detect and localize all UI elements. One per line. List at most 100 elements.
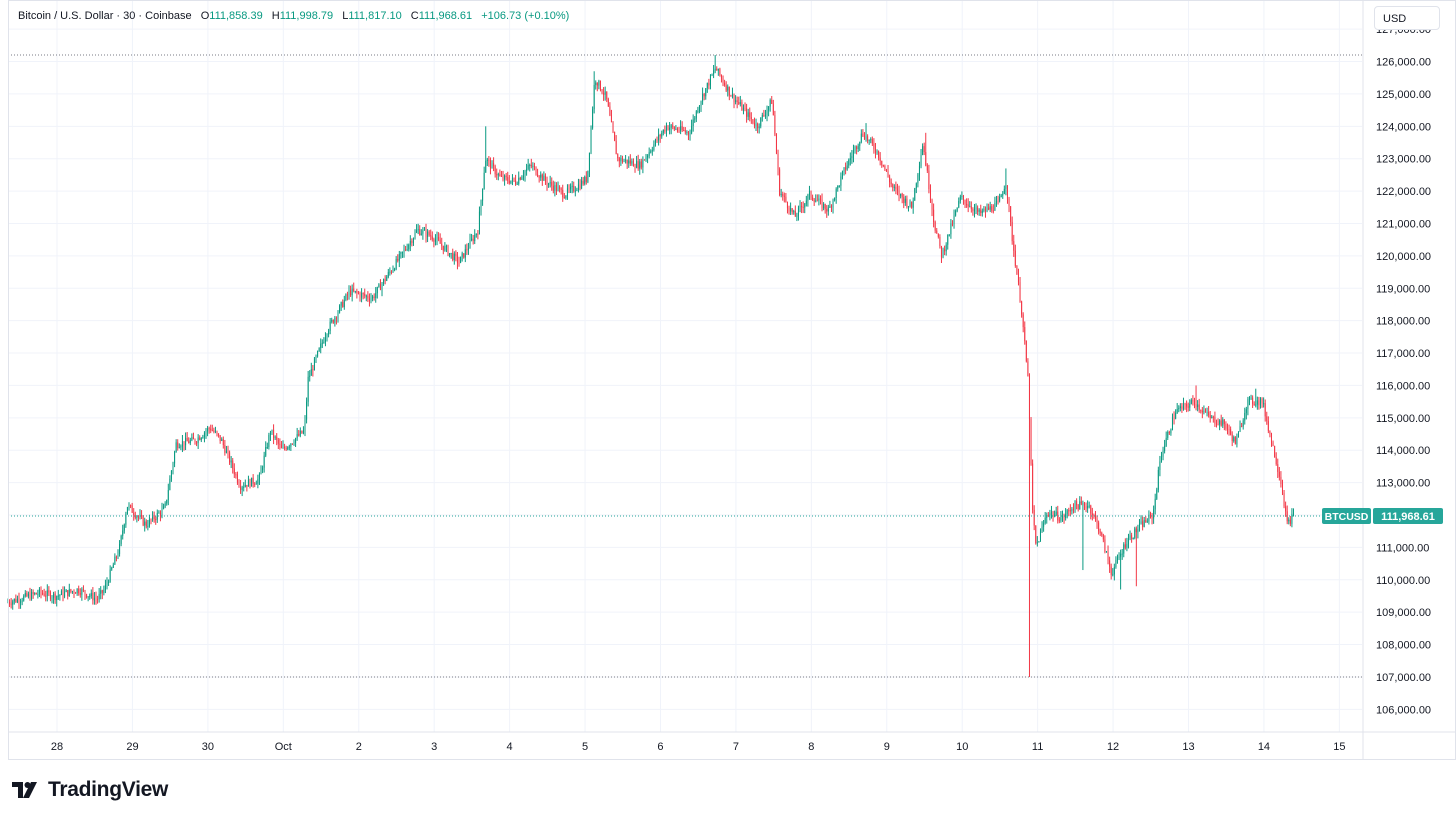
candle <box>482 188 484 206</box>
candle <box>733 93 735 109</box>
candle-body <box>733 93 735 102</box>
candle-body <box>1241 426 1243 428</box>
candle-body <box>18 598 20 603</box>
candle-body <box>706 82 708 89</box>
candle <box>221 437 223 442</box>
candle-body <box>175 442 177 453</box>
candle-body <box>724 82 726 86</box>
candle-body <box>375 293 377 298</box>
candle-body <box>147 525 149 527</box>
candle-body <box>851 156 853 159</box>
candle-body <box>1247 399 1249 410</box>
candle <box>295 437 297 448</box>
candle <box>997 195 999 205</box>
candle-body <box>1178 408 1180 410</box>
candle-body <box>802 206 804 208</box>
candle-body <box>208 428 210 430</box>
candle <box>455 250 457 262</box>
candle-body <box>42 592 44 594</box>
candle <box>889 174 891 188</box>
candle <box>302 426 304 435</box>
candle-body <box>1154 498 1156 510</box>
candle <box>95 591 97 605</box>
candle <box>1002 191 1004 199</box>
candle <box>1140 515 1142 525</box>
candle <box>892 183 894 192</box>
candle <box>27 591 29 599</box>
candle <box>969 201 971 208</box>
candle-body <box>194 439 196 443</box>
candle <box>475 233 477 238</box>
candle-body <box>60 590 62 595</box>
y-tick-label: 122,000.00 <box>1376 186 1431 198</box>
tradingview-logo[interactable]: TradingView <box>12 778 168 802</box>
candle <box>235 472 237 479</box>
candle <box>1126 537 1128 552</box>
candle <box>409 235 411 252</box>
symbol-title[interactable]: Bitcoin / U.S. Dollar · 30 · Coinbase <box>18 10 192 22</box>
candle <box>716 66 718 71</box>
candle <box>1168 430 1170 435</box>
y-tick-label: 118,000.00 <box>1376 316 1430 328</box>
candle <box>843 167 845 176</box>
candle <box>694 116 696 123</box>
candle-body <box>472 238 474 242</box>
candle-body <box>1137 529 1139 533</box>
candle-body <box>846 165 848 170</box>
y-tick-label: 123,000.00 <box>1376 154 1431 166</box>
candle-body <box>843 167 845 172</box>
candle <box>445 244 447 253</box>
candle <box>370 293 372 304</box>
candle-body <box>1085 506 1087 509</box>
price-axis[interactable]: 127,000.00126,000.00125,000.00124,000.00… <box>1376 24 1431 716</box>
candle <box>882 164 884 168</box>
candle-body <box>1049 513 1051 516</box>
candle <box>838 185 840 188</box>
candle-body <box>984 208 986 212</box>
candle <box>559 185 561 193</box>
candle-body <box>1047 515 1049 517</box>
x-tick-label: 10 <box>956 741 968 753</box>
candle <box>1124 538 1126 550</box>
candle <box>433 237 435 248</box>
candle <box>375 287 377 303</box>
candle <box>647 154 649 164</box>
candle <box>315 354 317 363</box>
candle-body <box>364 293 366 296</box>
candle <box>1231 431 1233 447</box>
candle <box>100 586 102 600</box>
candle-body <box>978 209 980 212</box>
candle-body <box>566 188 568 196</box>
candle-body <box>1162 450 1164 457</box>
candle-body <box>991 206 993 211</box>
candle <box>147 519 149 531</box>
candle <box>1255 388 1257 408</box>
candle <box>1109 556 1111 573</box>
candle <box>79 588 81 598</box>
candle-body <box>381 283 383 291</box>
candle <box>1063 513 1065 524</box>
candle-body <box>339 305 341 313</box>
candle <box>774 110 776 137</box>
candle <box>87 596 89 602</box>
candle-body <box>441 243 443 246</box>
candle-body <box>232 460 234 469</box>
currency-button[interactable]: USD <box>1374 6 1440 30</box>
candle-body <box>200 438 202 440</box>
candle-body <box>458 262 460 264</box>
candle <box>1142 516 1144 531</box>
candle-body <box>705 88 707 97</box>
time-axis[interactable]: 28 29 30 Oct 2 3 4 5 6 7 8 9 10 11 12 13 14 15 <box>51 741 1346 753</box>
candle-body <box>378 284 380 287</box>
candle <box>1269 430 1271 438</box>
candle-body <box>260 469 262 475</box>
candle-body <box>793 211 795 213</box>
candle-body <box>1291 513 1293 524</box>
candle-body <box>725 85 727 91</box>
candle-body <box>423 229 425 231</box>
candle <box>276 433 278 446</box>
candle <box>849 152 851 166</box>
x-tick-label: 30 <box>202 741 214 753</box>
candle-body <box>799 205 801 208</box>
